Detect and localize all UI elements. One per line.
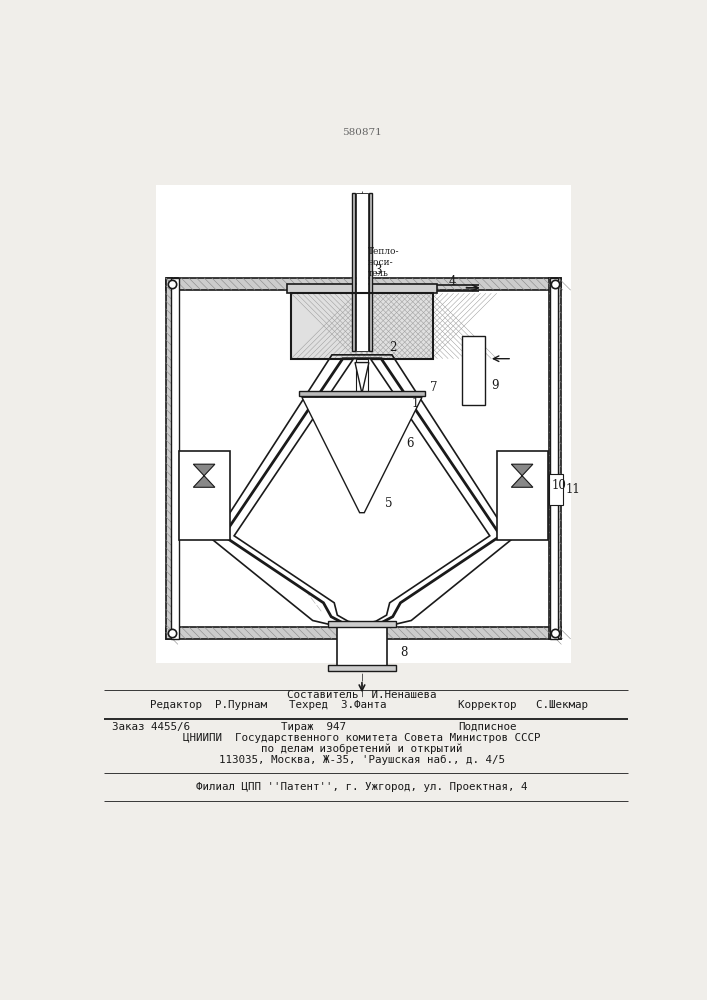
Text: Редактор  Р.Пурнам: Редактор Р.Пурнам xyxy=(150,700,267,710)
Text: по делам изобретений и открытий: по делам изобретений и открытий xyxy=(261,744,462,754)
Polygon shape xyxy=(287,284,437,293)
Text: Тепло-
носи-
тель: Тепло- носи- тель xyxy=(368,247,399,278)
Text: 2: 2 xyxy=(389,341,397,354)
Bar xyxy=(299,391,425,396)
Bar xyxy=(462,336,485,405)
Polygon shape xyxy=(193,464,215,487)
Bar xyxy=(180,451,230,540)
Text: Корректор   С.Шекмар: Корректор С.Шекмар xyxy=(458,700,588,710)
Bar xyxy=(550,278,558,639)
Bar xyxy=(356,359,368,396)
Bar xyxy=(356,193,368,351)
Text: 6: 6 xyxy=(406,437,414,450)
Text: 11: 11 xyxy=(565,483,580,496)
Bar xyxy=(549,474,563,505)
Polygon shape xyxy=(549,278,561,639)
Bar xyxy=(369,193,372,351)
Polygon shape xyxy=(165,278,561,290)
Polygon shape xyxy=(355,363,369,393)
Bar xyxy=(352,193,355,351)
Polygon shape xyxy=(223,359,501,626)
Text: Составитель  И.Ненашева: Составитель И.Ненашева xyxy=(287,690,437,700)
Text: Тираж  947: Тираж 947 xyxy=(281,722,346,732)
Polygon shape xyxy=(511,464,533,487)
Text: ЦНИИПИ  Государственного комитета Совета Министров СССР: ЦНИИПИ Государственного комитета Совета … xyxy=(183,733,541,743)
Text: Заказ 4455/6: Заказ 4455/6 xyxy=(112,722,189,732)
Text: 7: 7 xyxy=(430,381,437,394)
Text: 4: 4 xyxy=(448,275,456,288)
Text: 580871: 580871 xyxy=(342,128,382,137)
Text: Филиал ЦПП ''Патент'', г. Ужгород, ул. Проектная, 4: Филиал ЦПП ''Патент'', г. Ужгород, ул. П… xyxy=(197,782,527,792)
Text: 9: 9 xyxy=(491,379,499,392)
Polygon shape xyxy=(165,627,561,639)
Bar xyxy=(328,665,396,671)
Polygon shape xyxy=(165,278,178,639)
Text: Техред  З.Фанта: Техред З.Фанта xyxy=(288,700,386,710)
Bar xyxy=(337,626,387,668)
Bar xyxy=(498,451,547,540)
Polygon shape xyxy=(302,397,422,513)
Bar xyxy=(156,185,571,663)
Text: 8: 8 xyxy=(400,646,408,659)
Text: 1: 1 xyxy=(412,397,419,410)
Text: 5: 5 xyxy=(385,497,392,510)
Bar xyxy=(171,278,179,639)
Polygon shape xyxy=(234,359,490,624)
Text: 3: 3 xyxy=(374,264,382,277)
Bar xyxy=(328,621,396,627)
Text: Подписное: Подписное xyxy=(458,722,517,732)
Text: 113035, Москва, Ж-35, 'Раушская наб., д. 4/5: 113035, Москва, Ж-35, 'Раушская наб., д.… xyxy=(219,755,505,765)
Text: 10: 10 xyxy=(551,479,566,492)
Polygon shape xyxy=(291,293,433,359)
